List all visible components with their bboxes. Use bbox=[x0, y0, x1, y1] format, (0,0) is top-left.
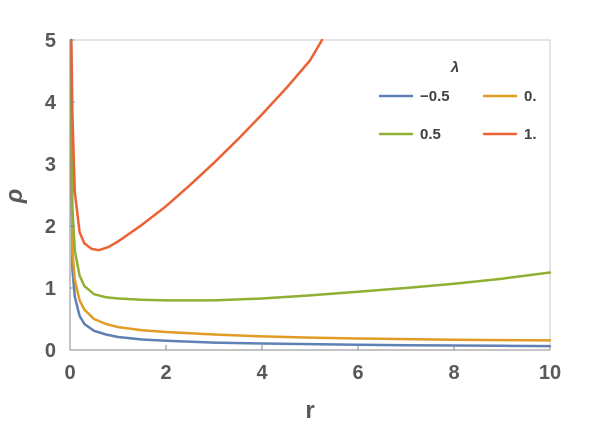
y-tick-label: 0 bbox=[45, 340, 56, 362]
y-axis-label: ρ bbox=[1, 189, 28, 205]
legend-label-3: 1. bbox=[524, 126, 537, 143]
legend-label-2: 0.5 bbox=[420, 126, 441, 143]
x-tick-label: 8 bbox=[448, 362, 459, 384]
x-axis-ticks: 0 2 4 6 8 10 bbox=[64, 345, 561, 384]
legend-label-0: −0.5 bbox=[420, 88, 450, 105]
legend-label-1: 0. bbox=[524, 88, 537, 105]
legend-title: λ bbox=[450, 59, 459, 76]
legend: λ −0.5 0. 0.5 1. bbox=[378, 59, 537, 143]
series-line-2 bbox=[69, 38, 552, 302]
y-tick-label: 1 bbox=[45, 278, 56, 300]
x-tick-label: 10 bbox=[539, 362, 561, 384]
y-tick-label: 2 bbox=[45, 216, 56, 238]
y-tick-label: 5 bbox=[45, 30, 56, 52]
y-axis-ticks: 0 1 2 3 4 5 bbox=[45, 30, 75, 362]
plot-frame bbox=[69, 39, 551, 351]
series-line-1 bbox=[69, 38, 552, 342]
x-axis-label: r bbox=[305, 397, 314, 424]
series-line-3 bbox=[70, 38, 324, 252]
x-tick-label: 2 bbox=[160, 362, 171, 384]
series-layer bbox=[69, 38, 552, 348]
x-tick-label: 6 bbox=[352, 362, 363, 384]
series-line-0 bbox=[69, 38, 552, 348]
y-tick-label: 3 bbox=[45, 154, 56, 176]
x-tick-label: 4 bbox=[256, 362, 268, 384]
x-tick-label: 0 bbox=[64, 362, 75, 384]
y-tick-label: 4 bbox=[45, 92, 57, 114]
